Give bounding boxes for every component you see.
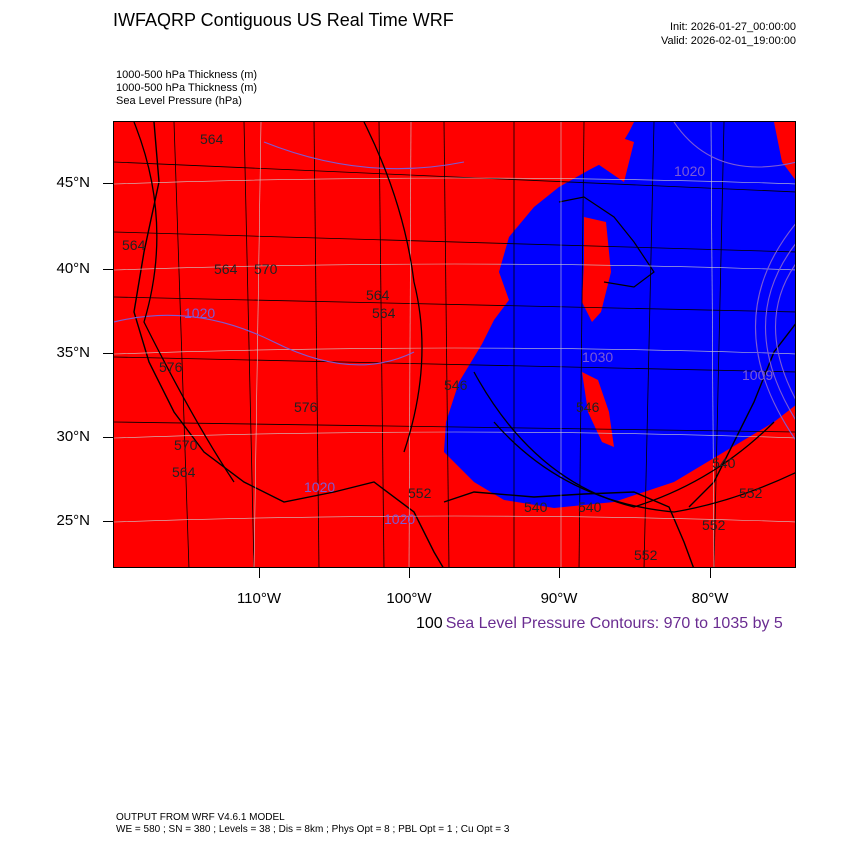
field-thickness-1: 1000-500 hPa Thickness (m) xyxy=(116,69,258,81)
lon-tick xyxy=(559,568,560,578)
lon-label-90: 90°W xyxy=(540,590,578,607)
thickness-labels: 564 564 564 570 576 564 564 546 540 540 … xyxy=(122,131,763,563)
pressure-labels: 1020 1030 1009 1020 1020 1020 xyxy=(184,163,773,527)
lat-tick xyxy=(103,183,113,184)
contour-note-text: Sea Level Pressure Contours: 970 to 1035… xyxy=(445,615,783,632)
map-canvas: 564 564 564 570 576 564 564 546 540 540 … xyxy=(114,122,795,567)
lon-tick xyxy=(710,568,711,578)
lat-label-45: 45°N xyxy=(56,174,90,191)
graticule xyxy=(114,122,795,567)
lat-label-25: 25°N xyxy=(56,512,90,529)
thickness-contours xyxy=(133,122,795,513)
thickness-label: 552 xyxy=(702,517,726,533)
lat-label-35: 35°N xyxy=(56,344,90,361)
time-info: Init: 2026-01-27_00:00:00 Valid: 2026-02… xyxy=(661,20,796,48)
lon-tick xyxy=(259,568,260,578)
model-footer: OUTPUT FROM WRF V4.6.1 MODEL WE = 580 ; … xyxy=(116,812,509,836)
lat-tick xyxy=(103,437,113,438)
pressure-label: 1020 xyxy=(384,511,415,527)
pressure-label: 1020 xyxy=(304,479,335,495)
warm-intrusion-lakes xyxy=(582,217,611,322)
footer-line-1: OUTPUT FROM WRF V4.6.1 MODEL xyxy=(116,812,285,823)
field-thickness-2: 1000-500 hPa Thickness (m) xyxy=(116,82,258,94)
lon-tick xyxy=(409,568,410,578)
lon-label-110: 110°W xyxy=(236,590,282,607)
field-list: 1000-500 hPa Thickness (m) 1000-500 hPa … xyxy=(116,69,257,108)
lat-label-40: 40°N xyxy=(56,260,90,277)
thickness-label: 552 xyxy=(634,547,658,563)
thickness-label: 570 xyxy=(174,437,198,453)
lon-label-80: 80°W xyxy=(691,590,729,607)
thickness-label: 546 xyxy=(576,399,600,415)
thickness-label: 552 xyxy=(408,485,432,501)
pressure-label: 1009 xyxy=(742,367,773,383)
lat-tick xyxy=(103,269,113,270)
thickness-label: 552 xyxy=(739,485,763,501)
thickness-label: 576 xyxy=(294,399,318,415)
thickness-label: 540 xyxy=(712,455,736,471)
pressure-contours xyxy=(114,122,795,440)
thickness-label: 540 xyxy=(524,499,548,515)
pressure-label: 1030 xyxy=(582,349,613,365)
pressure-label: 1020 xyxy=(674,163,705,179)
thickness-label: 576 xyxy=(159,359,183,375)
map-panel: 564 564 564 570 576 564 564 546 540 540 … xyxy=(113,121,796,568)
thickness-label: 564 xyxy=(200,131,224,147)
thickness-label: 564 xyxy=(122,237,146,253)
valid-time: Valid: 2026-02-01_19:00:00 xyxy=(661,35,796,47)
thickness-label: 564 xyxy=(214,261,238,277)
contour-note-number: 100 xyxy=(416,615,443,632)
pressure-label: 1020 xyxy=(184,305,215,321)
lon-label-100: 100°W xyxy=(386,590,432,607)
thickness-label: 564 xyxy=(372,305,396,321)
thickness-label: 564 xyxy=(366,287,390,303)
lat-tick xyxy=(103,521,113,522)
field-slp: Sea Level Pressure (hPa) xyxy=(116,95,242,107)
thickness-label: 546 xyxy=(444,377,468,393)
warm-intrusion-south xyxy=(582,372,614,447)
thickness-label: 540 xyxy=(578,499,602,515)
thickness-label: 570 xyxy=(254,261,278,277)
map-title: IWFAQRP Contiguous US Real Time WRF xyxy=(113,10,454,30)
cold-region xyxy=(444,122,795,508)
init-time: Init: 2026-01-27_00:00:00 xyxy=(670,21,796,33)
warm-intrusion-ne xyxy=(774,122,795,180)
footer-line-2: WE = 580 ; SN = 380 ; Levels = 38 ; Dis … xyxy=(116,824,510,835)
lat-label-30: 30°N xyxy=(56,428,90,445)
contour-note: 100 Sea Level Pressure Contours: 970 to 1… xyxy=(416,615,783,633)
lat-tick xyxy=(103,353,113,354)
thickness-label: 564 xyxy=(172,464,196,480)
